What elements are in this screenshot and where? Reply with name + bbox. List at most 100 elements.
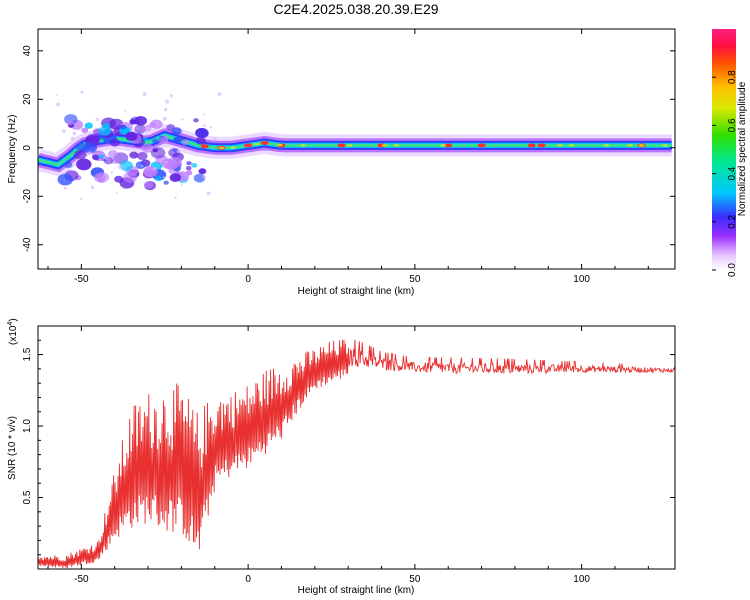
stray-dot (174, 196, 177, 199)
snr-marks (38, 339, 675, 569)
snr-xlabel: Height of straight line (km) (298, 585, 415, 596)
spectral-blob (152, 138, 159, 144)
spectrogram-xlabel: Height of straight line (km) (298, 286, 415, 297)
spectral-accent (276, 143, 283, 147)
spectral-blob (81, 127, 89, 133)
spectral-accent (218, 146, 225, 150)
spectral-blob (172, 148, 178, 153)
x-tick-label: 50 (409, 274, 421, 285)
y-tick-label: 1.5 (22, 347, 33, 361)
spectrogram-chart: -50 0 50 100 -40 -20 0 20 40 Height of straight … (7, 28, 676, 297)
spectral-blob (158, 136, 169, 145)
spectral-blob (129, 151, 139, 159)
stray-dot (104, 155, 109, 160)
x-tick-label: 0 (245, 274, 251, 285)
snr-multiplier-base: (x10 (8, 325, 19, 345)
spectral-blob (185, 166, 192, 171)
spectral-accent (440, 144, 447, 147)
stray-dot (163, 107, 168, 112)
spectrogram-axes: -50 0 50 100 -40 -20 0 20 40 (22, 29, 675, 285)
spectral-blob (152, 148, 159, 153)
stray-dot (70, 136, 75, 141)
spectral-peak (477, 143, 486, 148)
stray-dot (202, 175, 206, 179)
spectral-peak (444, 143, 453, 148)
spectral-blob (193, 118, 199, 123)
spectral-peak (260, 140, 269, 145)
spectral-accent (662, 144, 668, 147)
spectral-blob (186, 161, 192, 166)
x-tick-label: -50 (74, 274, 89, 285)
spectral-blob (98, 154, 104, 159)
stray-dot (164, 160, 168, 164)
spectral-blob (135, 161, 146, 170)
snr-chart: -50 0 50 100 0.5 1.0 1.5 Height of straight li… (7, 318, 676, 596)
stray-dot (165, 99, 170, 104)
spectral-accent (556, 144, 563, 147)
spectral-accent (381, 144, 388, 147)
spectral-blob (181, 139, 190, 146)
y-tick-label: -20 (22, 189, 33, 204)
stray-dot (213, 137, 218, 141)
spectral-peak (200, 144, 209, 149)
colorbar-ticks: 0.0 0.2 0.4 0.6 0.8 (712, 70, 738, 277)
stray-dot (122, 187, 125, 190)
spectrogram-marks (38, 90, 672, 200)
stray-dot (206, 191, 211, 196)
stray-dot (56, 102, 61, 107)
stray-dot (55, 94, 58, 96)
x-tick-label: 50 (409, 574, 421, 585)
x-tick-label: -50 (74, 574, 89, 585)
colorbar-label: Normalized spectral amplitude (737, 81, 748, 216)
stray-dot (137, 127, 139, 130)
spectral-blob (119, 160, 133, 171)
snr-ylabel: SNR (10 * v/v) (7, 416, 18, 480)
spectrogram-frame (37, 28, 676, 270)
spectral-blob (134, 124, 146, 134)
spectral-blob (83, 142, 97, 154)
x-tick-label: 100 (573, 574, 590, 585)
stray-dot (72, 131, 77, 136)
stray-dot (62, 129, 66, 134)
stray-dot (162, 176, 165, 179)
spectral-accent (346, 144, 353, 147)
stray-dot (203, 113, 205, 116)
spectral-blob (109, 138, 120, 147)
chart-title: C2E4.2025.038.20.39.E29 (273, 1, 438, 17)
y-tick-label: 40 (22, 45, 33, 57)
y-tick-label: -40 (22, 237, 33, 252)
colorbar-tick-label: 0.4 (727, 166, 738, 180)
colorbar-gradient (712, 29, 736, 270)
spectral-blob (134, 116, 147, 126)
spectral-blob (155, 175, 163, 182)
spectral-blob (144, 181, 153, 189)
stray-dot (130, 157, 133, 160)
spectral-blob (173, 136, 182, 144)
spectral-accent (568, 144, 575, 147)
y-tick-label: 1.0 (22, 419, 33, 433)
spectral-peak (244, 143, 253, 148)
colorbar-tick-label: 0.8 (727, 70, 738, 84)
spectral-blob (141, 143, 154, 153)
spectral-blob (191, 162, 198, 168)
spectral-blob (137, 152, 148, 161)
stray-dot (154, 167, 157, 170)
spectral-blob (98, 125, 112, 136)
spectral-blob (107, 150, 119, 159)
spectrogram-ylabel: Frequency (Hz) (7, 115, 18, 184)
spectral-accent (393, 144, 400, 147)
colorbar-tick-label: 0.2 (727, 214, 738, 228)
spectral-accent (638, 144, 645, 147)
spectral-blob (193, 173, 206, 183)
colorbar: 0.0 0.2 0.4 0.6 0.8 Normalized spectral ampl… (712, 29, 748, 277)
stray-dot (162, 116, 167, 121)
y-tick-label: 20 (22, 93, 33, 105)
spectral-peak (537, 143, 546, 148)
spectral-blob (85, 133, 100, 145)
spectral-blob (102, 122, 111, 129)
spectral-blob (120, 124, 127, 130)
stray-dot (115, 192, 118, 194)
y-tick-label: 0 (22, 145, 33, 151)
stray-dot (110, 171, 114, 174)
